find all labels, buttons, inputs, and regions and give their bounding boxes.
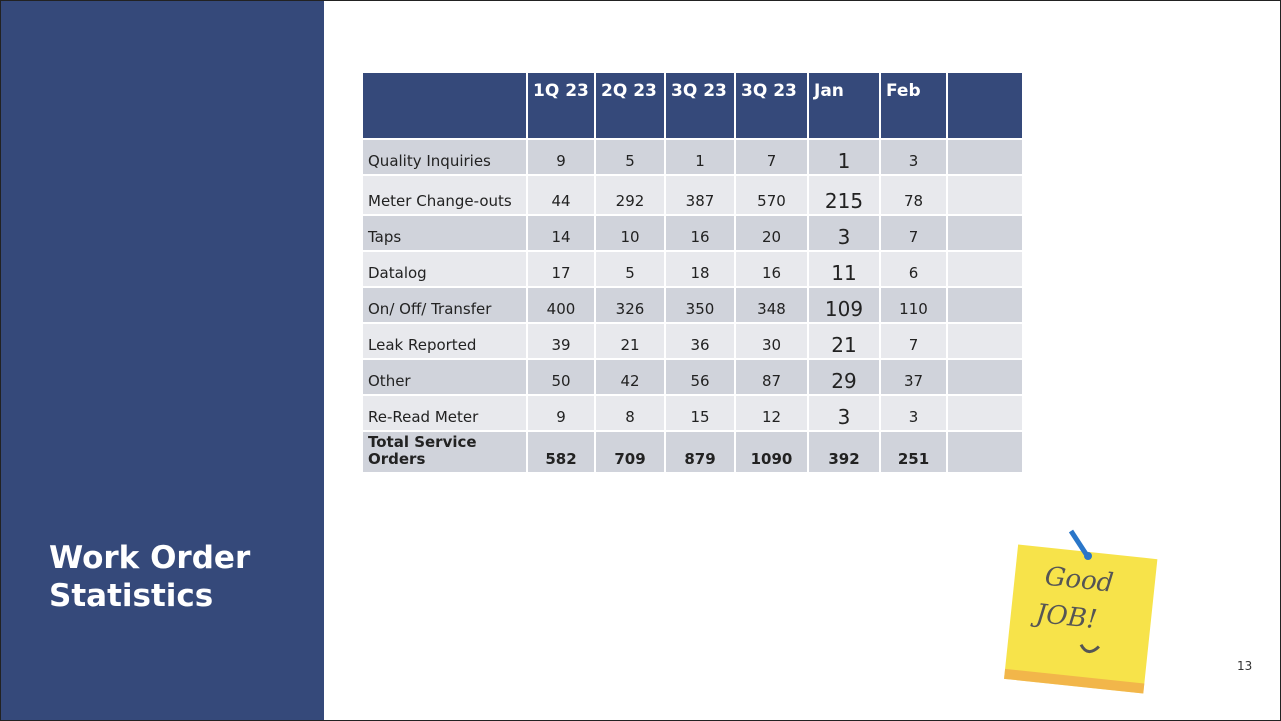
header-cell: [362, 72, 527, 139]
header-cell: Feb: [880, 72, 947, 139]
cell: [947, 431, 1023, 473]
pushpin-head: [1084, 552, 1092, 560]
cell: 251: [880, 431, 947, 473]
cell: 87: [735, 359, 808, 395]
header-cell: [947, 72, 1023, 139]
cell: 20: [735, 215, 808, 251]
cell: 326: [595, 287, 665, 323]
cell: [947, 139, 1023, 175]
row-label: Other: [362, 359, 527, 395]
cell: 292: [595, 175, 665, 215]
cell: [947, 215, 1023, 251]
row-label: Datalog: [362, 251, 527, 287]
slide: Work Order Statistics 1Q 232Q 233Q 233Q …: [0, 0, 1281, 721]
cell: 15: [665, 395, 735, 431]
slide-title: Work Order Statistics: [49, 539, 309, 615]
cell: [947, 287, 1023, 323]
cell: 110: [880, 287, 947, 323]
cell: 350: [665, 287, 735, 323]
cell: 5: [595, 139, 665, 175]
cell: 387: [665, 175, 735, 215]
cell: [947, 175, 1023, 215]
cell: 215: [808, 175, 880, 215]
cell: 1: [808, 139, 880, 175]
row-label: Meter Change-outs: [362, 175, 527, 215]
cell: 9: [527, 139, 595, 175]
cell: 3: [880, 395, 947, 431]
cell: 1: [665, 139, 735, 175]
cell: 879: [665, 431, 735, 473]
header-cell: 3Q 23: [735, 72, 808, 139]
cell: 1090: [735, 431, 808, 473]
cell: 50: [527, 359, 595, 395]
cell: 10: [595, 215, 665, 251]
cell: 3: [808, 395, 880, 431]
cell: [947, 359, 1023, 395]
cell: 21: [808, 323, 880, 359]
sticky-note: Good JOB!: [986, 526, 1176, 706]
header-cell: Jan: [808, 72, 880, 139]
cell: 9: [527, 395, 595, 431]
row-label: Total Service Orders: [362, 431, 527, 473]
header-cell: 2Q 23: [595, 72, 665, 139]
cell: 39: [527, 323, 595, 359]
cell: 37: [880, 359, 947, 395]
cell: 17: [527, 251, 595, 287]
cell: 582: [527, 431, 595, 473]
cell: 392: [808, 431, 880, 473]
cell: 109: [808, 287, 880, 323]
cell: 7: [880, 215, 947, 251]
row-label: Leak Reported: [362, 323, 527, 359]
cell: 6: [880, 251, 947, 287]
cell: 36: [665, 323, 735, 359]
cell: 16: [735, 251, 808, 287]
row-label: Quality Inquiries: [362, 139, 527, 175]
cell: 56: [665, 359, 735, 395]
cell: 7: [880, 323, 947, 359]
cell: 18: [665, 251, 735, 287]
cell: 3: [808, 215, 880, 251]
cell: 29: [808, 359, 880, 395]
cell: 570: [735, 175, 808, 215]
cell: 30: [735, 323, 808, 359]
cell: 44: [527, 175, 595, 215]
cell: 12: [735, 395, 808, 431]
cell: 8: [595, 395, 665, 431]
cell: [947, 323, 1023, 359]
cell: 5: [595, 251, 665, 287]
row-label: Re-Read Meter: [362, 395, 527, 431]
cell: [947, 251, 1023, 287]
cell: 14: [527, 215, 595, 251]
cell: 400: [527, 287, 595, 323]
cell: 78: [880, 175, 947, 215]
header-cell: 3Q 23: [665, 72, 735, 139]
cell: 16: [665, 215, 735, 251]
page-number: 13: [1237, 659, 1252, 673]
cell: [947, 395, 1023, 431]
cell: 7: [735, 139, 808, 175]
row-label: Taps: [362, 215, 527, 251]
row-label: On/ Off/ Transfer: [362, 287, 527, 323]
cell: 3: [880, 139, 947, 175]
cell: 21: [595, 323, 665, 359]
cell: 709: [595, 431, 665, 473]
cell: 42: [595, 359, 665, 395]
cell: 348: [735, 287, 808, 323]
header-cell: 1Q 23: [527, 72, 595, 139]
cell: 11: [808, 251, 880, 287]
